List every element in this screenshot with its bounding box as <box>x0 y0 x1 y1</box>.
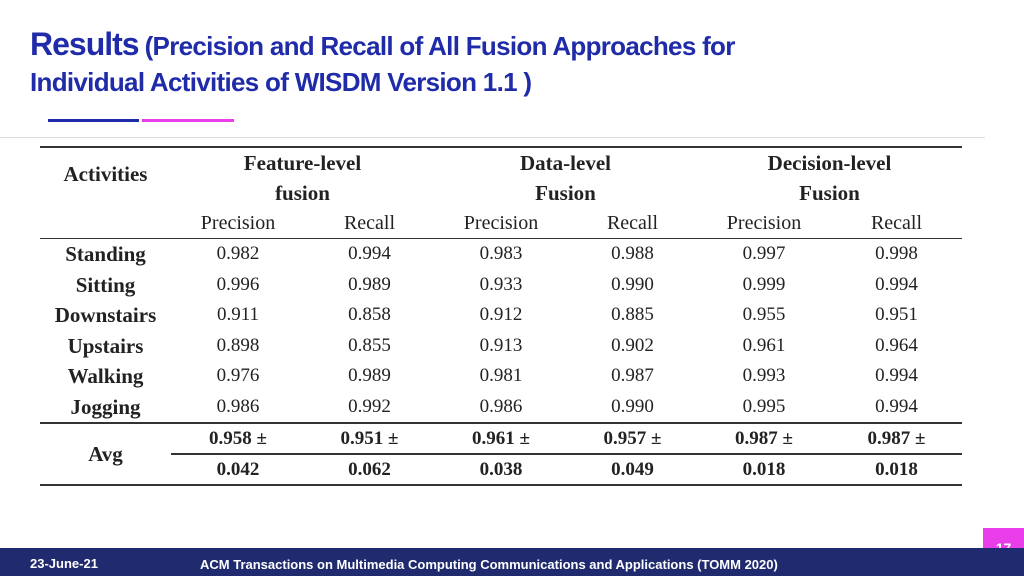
table-cell: 0.981 <box>479 365 523 386</box>
table-cell: 0.994 <box>875 273 918 295</box>
avg-std-cell: 0.042 <box>216 459 260 480</box>
table-cell: 0.987 <box>611 365 654 386</box>
group-header-decision-level-1: Decision-level <box>767 151 892 175</box>
avg-mean-cell: 0.987 ± <box>867 428 926 449</box>
table-row: Jogging 0.986 0.992 0.986 0.990 0.995 0.… <box>40 392 962 424</box>
table-row: Sitting 0.996 0.989 0.933 0.990 0.999 0.… <box>40 270 962 301</box>
accent-bar-blue <box>48 119 139 122</box>
table-cell: 0.988 <box>611 243 654 264</box>
group-header-decision-level-2: Fusion <box>799 181 860 205</box>
footer-journal: ACM Transactions on Multimedia Computing… <box>200 557 778 572</box>
group-header-data-level-1: Data-level <box>520 151 611 175</box>
table-cell: 0.994 <box>875 365 918 386</box>
activity-name: Upstairs <box>67 333 144 358</box>
group-header-feature-level-2: fusion <box>275 181 330 205</box>
table-cell: 0.983 <box>479 243 523 264</box>
table-cell: 0.951 <box>875 304 918 325</box>
accent-bar-pink <box>142 119 234 122</box>
activity-name: Downstairs <box>54 303 157 327</box>
slide-title: Results (Precision and Recall of All Fusi… <box>30 26 930 100</box>
table-cell: 0.933 <box>479 273 523 295</box>
group-header-data-level-2: Fusion <box>535 181 596 205</box>
activity-name: Walking <box>67 364 144 388</box>
table-cell: 0.992 <box>348 395 391 417</box>
sub-header-recall: Recall <box>870 212 923 234</box>
title-subtitle-1: (Precision and Recall of All Fusion Appr… <box>144 31 736 61</box>
table-cell: 0.902 <box>611 334 654 356</box>
table-cell: 0.964 <box>875 334 918 356</box>
title-main: Results <box>30 26 140 62</box>
avg-row-mean: Avg 0.958 ± 0.951 ± 0.961 ± 0.957 ± 0.98… <box>40 423 962 466</box>
table-cell: 0.990 <box>611 273 654 295</box>
avg-std-cell: 0.038 <box>479 459 523 480</box>
table-cell: 0.913 <box>479 334 523 356</box>
table-cell: 0.982 <box>216 243 260 264</box>
table-cell: 0.996 <box>216 273 260 295</box>
results-table: Activities Feature-level Data-level Deci… <box>40 146 962 486</box>
activities-header: Activities <box>63 162 148 186</box>
avg-label: Avg <box>88 441 123 466</box>
activity-name: Jogging <box>70 394 141 419</box>
title-line-1: Results (Precision and Recall of All Fusi… <box>30 26 930 64</box>
table-cell: 0.955 <box>742 304 786 325</box>
sub-header-precision: Precision <box>726 212 802 234</box>
sub-header-recall: Recall <box>343 212 396 234</box>
table-row: Downstairs 0.911 0.858 0.912 0.885 0.955… <box>40 300 962 331</box>
avg-std-cell: 0.062 <box>348 459 391 480</box>
avg-mean-cell: 0.987 ± <box>735 428 793 449</box>
table-cell: 0.989 <box>348 273 391 295</box>
table-cell: 0.999 <box>742 273 786 295</box>
sub-header-precision: Precision <box>200 212 276 234</box>
title-subtitle-2: Individual Activities of WISDM Version 1… <box>30 67 532 97</box>
table-cell: 0.898 <box>216 334 260 356</box>
avg-mean-cell: 0.958 ± <box>209 428 267 449</box>
table-cell: 0.997 <box>742 243 786 264</box>
table-cell: 0.986 <box>479 395 523 417</box>
table-cell: 0.855 <box>348 334 391 356</box>
avg-row-std: 0.042 0.062 0.038 0.049 0.018 0.018 <box>40 454 962 485</box>
table-cell: 0.994 <box>875 395 918 417</box>
sub-header-recall: Recall <box>606 212 659 234</box>
table-cell: 0.961 <box>742 334 786 356</box>
footer-bar: 23-June-21 ACM Transactions on Multimedi… <box>0 548 1024 576</box>
table-cell: 0.885 <box>611 304 654 325</box>
avg-std-cell: 0.018 <box>875 459 918 480</box>
table-cell: 0.858 <box>348 304 391 325</box>
avg-mean-cell: 0.957 ± <box>603 428 662 449</box>
table-cell: 0.998 <box>875 243 918 264</box>
table-cell: 0.986 <box>216 395 260 417</box>
table-row: Upstairs 0.898 0.855 0.913 0.902 0.961 0… <box>40 331 962 362</box>
table-cell: 0.911 <box>216 304 260 325</box>
sub-header-precision: Precision <box>463 212 539 234</box>
title-divider <box>0 137 985 138</box>
table-cell: 0.994 <box>348 243 391 264</box>
group-header-feature-level-1: Feature-level <box>243 151 362 175</box>
activity-name: Standing <box>65 242 146 266</box>
avg-mean-cell: 0.951 ± <box>340 428 399 449</box>
table-cell: 0.989 <box>348 365 391 386</box>
table-cell: 0.990 <box>611 395 654 417</box>
table-cell: 0.993 <box>742 365 786 386</box>
table-cell: 0.995 <box>742 395 786 417</box>
avg-std-cell: 0.049 <box>611 459 654 480</box>
avg-mean-cell: 0.961 ± <box>472 428 530 449</box>
activity-name: Sitting <box>75 272 136 297</box>
table-cell: 0.976 <box>216 365 260 386</box>
avg-std-cell: 0.018 <box>742 459 786 480</box>
table-row: Walking 0.976 0.989 0.981 0.987 0.993 0.… <box>40 361 962 392</box>
table-cell: 0.912 <box>479 304 523 325</box>
footer-date: 23-June-21 <box>30 556 98 571</box>
table-row: Standing 0.982 0.994 0.983 0.988 0.997 0… <box>40 239 962 270</box>
